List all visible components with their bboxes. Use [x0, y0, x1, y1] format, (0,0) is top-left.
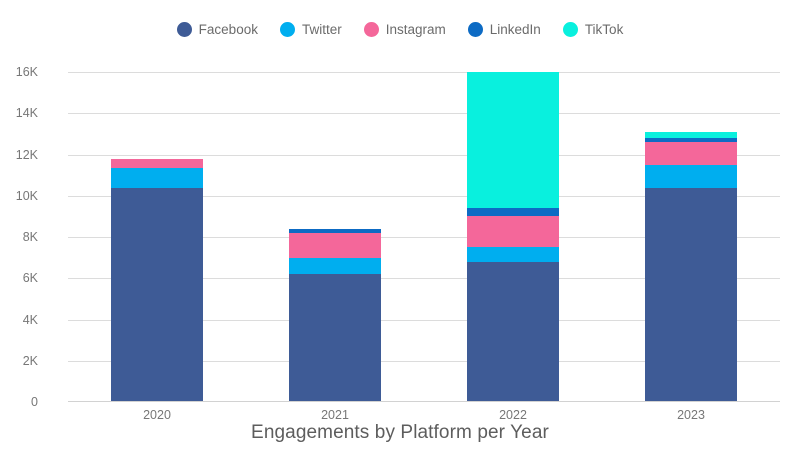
- legend-item-instagram[interactable]: Instagram: [363, 21, 446, 37]
- legend-item-label: LinkedIn: [489, 21, 541, 37]
- bar-segment-twitter-2021[interactable]: [289, 257, 381, 275]
- bar-series-group: [68, 72, 780, 402]
- gridline: [68, 72, 780, 73]
- y-axis-tick-label: 2K: [22, 353, 38, 368]
- bar-segment-twitter-2022[interactable]: [467, 247, 559, 262]
- bar-group-2023: [645, 72, 737, 402]
- bar-segment-instagram-2020[interactable]: [111, 158, 203, 168]
- bar-group-2020: [111, 72, 203, 402]
- bar-segment-facebook-2020[interactable]: [111, 187, 203, 402]
- gridline: [68, 278, 780, 280]
- legend-item-tiktok[interactable]: TikTok: [562, 21, 624, 37]
- x-axis-tick-label: 2020: [143, 408, 171, 422]
- gridline: [68, 319, 780, 321]
- gridline: [68, 154, 780, 156]
- legend-item-label: Facebook: [198, 21, 258, 37]
- gridline: [68, 360, 780, 362]
- legend-swatch-icon: [562, 22, 578, 37]
- x-axis-line: [68, 401, 780, 402]
- chart-title: Engagements by Platform per Year: [251, 422, 549, 443]
- legend-swatch-icon: [176, 22, 192, 37]
- bar-segment-instagram-2023[interactable]: [645, 142, 737, 165]
- bar-segment-twitter-2023[interactable]: [645, 164, 737, 188]
- legend-item-label: Twitter: [301, 21, 342, 37]
- plot-area: 0 2K 4K 6K 8K 10K 12K 14K 16K 2020 2021 2022 2023: [16, 65, 780, 422]
- bar-group-2021: [289, 72, 381, 402]
- y-axis-tick-label: 0: [31, 395, 38, 409]
- y-axis-tick-label: 12K: [15, 147, 38, 162]
- y-axis-tick-label: 10K: [15, 188, 38, 203]
- legend-item-facebook[interactable]: Facebook: [176, 21, 258, 37]
- legend-item-linkedin[interactable]: LinkedIn: [467, 21, 541, 37]
- y-axis-tick-label: 8K: [22, 230, 38, 244]
- bar-segment-linkedin-2021[interactable]: [289, 228, 381, 233]
- bar-segment-instagram-2022[interactable]: [467, 216, 559, 248]
- bar-segment-facebook-2022[interactable]: [467, 261, 559, 402]
- gridline: [68, 113, 780, 115]
- legend-swatch-icon: [467, 22, 483, 37]
- bar-segment-tiktok-2023[interactable]: [645, 131, 737, 138]
- bar-segment-instagram-2021[interactable]: [289, 232, 381, 258]
- y-axis-tick-label: 16K: [15, 65, 38, 79]
- legend-swatch-icon: [279, 22, 295, 37]
- y-axis-tick-label: 14K: [15, 106, 38, 121]
- y-axis-tick-label: 4K: [22, 312, 38, 327]
- bar-segment-facebook-2021[interactable]: [289, 274, 381, 402]
- legend-item-label: Instagram: [385, 21, 446, 37]
- y-axis-tick-label: 6K: [22, 271, 38, 286]
- x-axis-tick-label: 2022: [499, 408, 527, 422]
- bar-segment-linkedin-2023[interactable]: [645, 138, 737, 143]
- legend-item-label: TikTok: [584, 21, 624, 37]
- bar-group-2022: [467, 72, 559, 402]
- legend-item-twitter[interactable]: Twitter: [279, 21, 342, 37]
- chart-legend: Facebook Twitter Instagram LinkedIn TikTok: [0, 22, 800, 37]
- legend-swatch-icon: [363, 22, 379, 37]
- gridline: [68, 195, 780, 197]
- gridline: [68, 237, 780, 238]
- bar-segment-facebook-2023[interactable]: [645, 187, 737, 402]
- bar-segment-twitter-2020[interactable]: [111, 167, 203, 188]
- bar-segment-tiktok-2022[interactable]: [467, 72, 559, 209]
- x-axis-tick-label: 2021: [321, 408, 349, 422]
- x-axis-tick-label: 2023: [677, 408, 705, 422]
- bar-segment-linkedin-2022[interactable]: [467, 208, 559, 217]
